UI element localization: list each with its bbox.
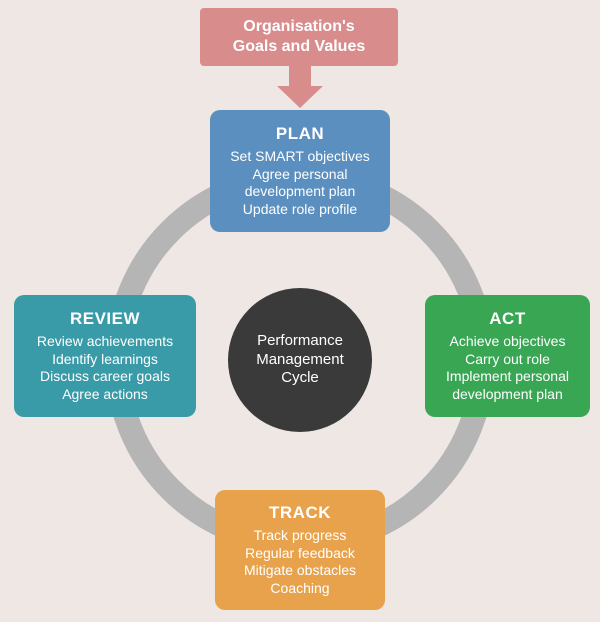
node-title: REVIEW xyxy=(26,309,184,329)
node-title: TRACK xyxy=(227,503,373,523)
node-line: Discuss career goals xyxy=(26,368,184,386)
node-line: development plan xyxy=(222,183,378,201)
node-line: Coaching xyxy=(227,580,373,598)
node-track: TRACK Track progress Regular feedback Mi… xyxy=(215,490,385,610)
node-line: Implement personal xyxy=(437,368,578,386)
arrow-down-icon xyxy=(277,64,323,108)
node-line: Regular feedback xyxy=(227,545,373,563)
node-line: Review achievements xyxy=(26,333,184,351)
node-review: REVIEW Review achievements Identify lear… xyxy=(14,295,196,417)
center-label: Performance Management Cycle xyxy=(256,332,344,388)
diagram-canvas: Performance Management Cycle Organisatio… xyxy=(0,0,600,622)
node-title: PLAN xyxy=(222,124,378,144)
node-line: Identify learnings xyxy=(26,351,184,369)
center-line: Cycle xyxy=(256,369,344,388)
node-plan: PLAN Set SMART objectives Agree personal… xyxy=(210,110,390,232)
node-line: Agree actions xyxy=(26,386,184,404)
header-label: Organisation's Goals and Values xyxy=(233,17,366,57)
center-line: Performance xyxy=(256,332,344,351)
node-line: Carry out role xyxy=(437,351,578,369)
center-disc: Performance Management Cycle xyxy=(228,288,372,432)
node-line: Agree personal xyxy=(222,166,378,184)
node-act: ACT Achieve objectives Carry out role Im… xyxy=(425,295,590,417)
node-title: ACT xyxy=(437,309,578,329)
center-line: Management xyxy=(256,351,344,370)
node-line: Set SMART objectives xyxy=(222,148,378,166)
node-line: development plan xyxy=(437,386,578,404)
header-box: Organisation's Goals and Values xyxy=(200,8,398,66)
header-line: Organisation's xyxy=(233,17,366,37)
node-line: Track progress xyxy=(227,527,373,545)
node-line: Achieve objectives xyxy=(437,333,578,351)
node-line: Update role profile xyxy=(222,201,378,219)
header-line: Goals and Values xyxy=(233,37,366,57)
node-line: Mitigate obstacles xyxy=(227,562,373,580)
